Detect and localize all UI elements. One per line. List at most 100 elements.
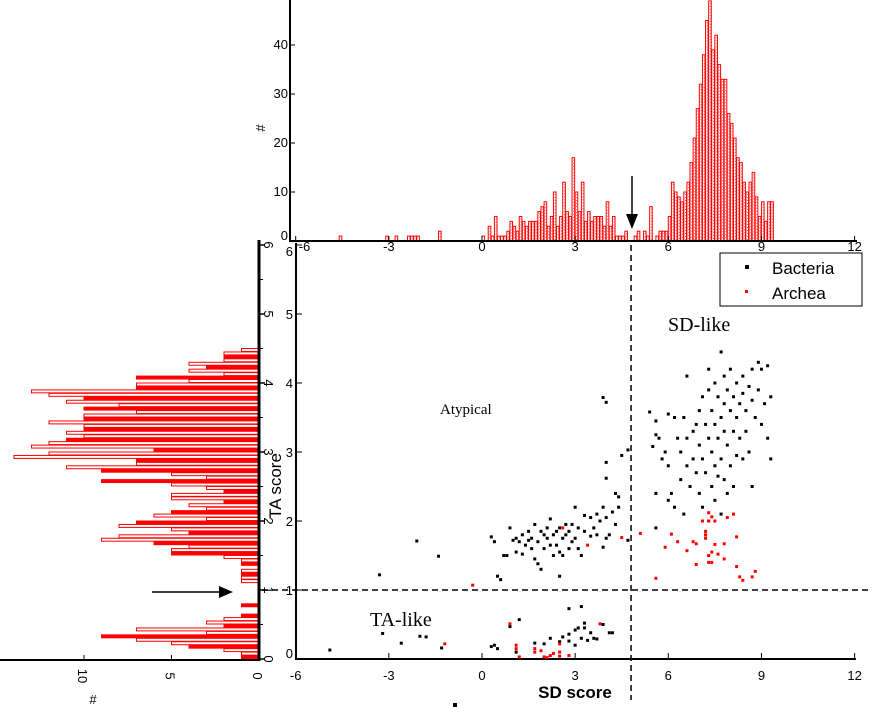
point-bacteria: [766, 364, 770, 368]
y-tick-label: 0: [286, 646, 293, 661]
point-bacteria: [725, 491, 729, 495]
point-bacteria: [716, 474, 720, 478]
point-archea: [725, 516, 729, 520]
point-bacteria: [719, 512, 723, 516]
histogram-bar: [223, 489, 260, 494]
histogram-bar: [751, 171, 756, 242]
top-hist-x-tick-label: 9: [758, 239, 765, 254]
point-bacteria: [555, 543, 559, 547]
point-bacteria: [759, 422, 763, 426]
top-hist-y-label: #: [253, 124, 268, 132]
left-hist-x-label: #: [89, 692, 97, 707]
point-bacteria: [542, 547, 546, 551]
histogram-bar: [83, 417, 260, 421]
point-bacteria: [663, 450, 667, 454]
histogram-bar: [188, 379, 260, 383]
point-bacteria: [741, 457, 745, 461]
point-bacteria: [610, 510, 614, 514]
point-bacteria: [601, 505, 605, 509]
annotation-sd-like: SD-like: [668, 314, 730, 336]
point-archea: [700, 519, 704, 523]
point-bacteria: [573, 536, 577, 540]
point-bacteria: [654, 419, 658, 423]
histogram-bar: [241, 561, 260, 566]
point-bacteria: [558, 640, 562, 644]
histogram-bar: [188, 544, 260, 549]
point-archea: [710, 550, 714, 554]
point-bacteria: [542, 642, 546, 646]
y-tick-label: 6: [286, 244, 293, 259]
point-bacteria: [673, 416, 677, 419]
point-bacteria: [570, 522, 574, 526]
legend-marker-bacteria: [745, 265, 749, 269]
histogram-bar: [153, 541, 260, 546]
histogram-bar: [695, 108, 700, 242]
point-bacteria: [440, 646, 444, 650]
point-bacteria: [654, 433, 658, 437]
point-bacteria: [660, 457, 664, 461]
point-archea: [685, 549, 689, 553]
point-bacteria: [710, 409, 714, 413]
histogram-bar: [118, 523, 260, 528]
point-archea: [704, 536, 708, 540]
left-hist-x-tick-label: 0: [250, 672, 265, 679]
point-bacteria: [614, 491, 618, 495]
top-hist-x-tick-label: 6: [665, 239, 672, 254]
point-archea: [567, 654, 571, 658]
histogram-bar: [136, 410, 260, 415]
histogram-bar: [136, 458, 260, 463]
point-bacteria: [750, 485, 754, 488]
point-bacteria: [573, 643, 577, 647]
histogram-bar: [241, 575, 260, 580]
point-bacteria: [508, 625, 512, 629]
point-bacteria: [536, 562, 540, 566]
point-bacteria: [738, 402, 742, 406]
point-bacteria: [558, 574, 562, 578]
histogram-bar: [241, 603, 260, 608]
point-bacteria: [517, 540, 521, 544]
histogram-bar: [692, 137, 697, 242]
point-bacteria: [561, 536, 565, 540]
point-bacteria: [704, 422, 708, 426]
point-bacteria: [523, 543, 527, 547]
histogram-bar: [136, 637, 260, 642]
point-bacteria: [576, 526, 580, 530]
point-bacteria: [691, 429, 695, 433]
point-bacteria: [707, 367, 711, 371]
point-bacteria: [728, 367, 732, 371]
point-bacteria: [741, 391, 745, 395]
x-tick-label: -3: [383, 668, 395, 683]
point-bacteria: [719, 457, 723, 461]
point-bacteria: [725, 443, 729, 447]
point-bacteria: [539, 567, 543, 571]
histogram-bar: [188, 368, 260, 373]
point-bacteria: [582, 513, 586, 517]
point-bacteria: [697, 443, 701, 447]
point-archea: [508, 622, 512, 626]
point-bacteria: [598, 519, 602, 523]
top-hist-y-tick-label: 20: [274, 135, 288, 150]
point-bacteria: [508, 526, 512, 530]
point-bacteria: [766, 436, 770, 440]
histogram-bar: [171, 527, 260, 532]
point-bacteria: [567, 607, 571, 611]
point-bacteria: [750, 398, 754, 402]
y-tick-label: 2: [286, 514, 293, 529]
legend-marker-archea: [745, 290, 748, 293]
histogram-bar: [726, 113, 731, 242]
point-bacteria: [601, 545, 605, 549]
point-bacteria: [607, 533, 611, 537]
left-hist-y-tick-label: 1: [261, 586, 276, 593]
point-archea: [735, 565, 739, 569]
point-bacteria: [601, 395, 605, 399]
left-hist-y-tick-label: 3: [261, 448, 276, 455]
point-archea: [545, 656, 549, 660]
top-hist-x-tick-label: -3: [383, 239, 395, 254]
point-bacteria: [573, 505, 577, 509]
histogram-bar: [171, 548, 260, 553]
point-bacteria: [732, 485, 736, 488]
point-bacteria: [536, 540, 540, 544]
histogram-bar: [206, 506, 260, 511]
histogram-bar: [223, 624, 260, 628]
point-bacteria: [716, 436, 720, 440]
